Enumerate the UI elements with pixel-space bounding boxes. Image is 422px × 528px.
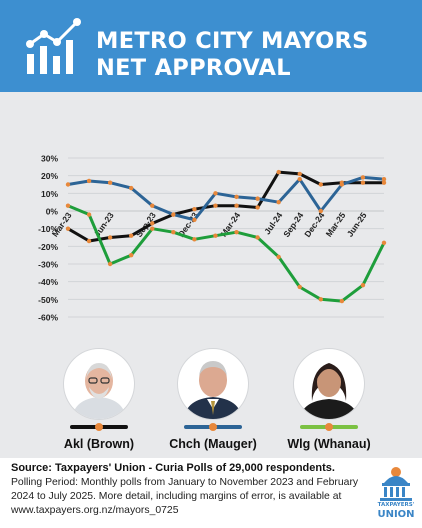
legend-label-mauger: Chch (Mauger) — [169, 437, 257, 451]
y-tick-label: -60% — [38, 313, 58, 323]
data-point — [234, 194, 239, 200]
title-line-2: NET APPROVAL — [96, 55, 291, 81]
logo-text-line2: UNION — [377, 509, 415, 520]
y-tick-label: 20% — [41, 171, 58, 181]
data-point — [192, 237, 197, 242]
data-point — [171, 230, 176, 235]
data-point — [318, 182, 323, 187]
net-approval-chart: 30% 20% 10% 0% -10% -20% -30% -40% -50% -60% Mar-2… — [38, 154, 387, 323]
data-point — [150, 226, 155, 231]
data-point — [255, 235, 260, 240]
data-point — [129, 233, 134, 238]
data-point — [129, 252, 134, 258]
x-tick-label: Jun-25 — [345, 210, 369, 238]
y-tick-label: 10% — [41, 189, 58, 199]
data-point — [381, 240, 387, 245]
data-point — [360, 180, 366, 185]
data-point — [150, 221, 155, 226]
data-point — [213, 191, 218, 196]
portrait-brown — [64, 349, 134, 419]
y-tick-label: 0% — [46, 207, 59, 217]
x-tick-label: Sep-24 — [281, 210, 305, 239]
data-point — [339, 182, 345, 187]
data-point — [213, 203, 218, 208]
footer: Source: Taxpayers' Union - Curia Polls o… — [0, 458, 422, 528]
data-point — [276, 199, 281, 205]
data-point — [297, 284, 302, 290]
data-point — [107, 180, 113, 185]
data-point — [339, 298, 345, 304]
data-point — [213, 233, 218, 238]
data-point — [192, 217, 197, 223]
y-tick-label: -10% — [38, 224, 58, 234]
data-point — [150, 203, 155, 208]
data-point — [381, 180, 387, 185]
series-line-1 — [66, 175, 386, 222]
y-tick-label: 30% — [41, 154, 58, 164]
data-point — [255, 205, 260, 210]
data-point — [234, 230, 239, 235]
methodology-text: Polling Period: Monthly polls from Janua… — [11, 477, 359, 516]
mayor-legend: Akl (Brown) Chch (Mauger) Wlg (Whanau) — [0, 345, 422, 455]
bar-chart-icon — [26, 18, 81, 74]
data-point — [171, 212, 176, 217]
data-point — [318, 297, 323, 302]
data-point — [297, 171, 302, 177]
data-point — [65, 226, 71, 231]
page-title: METRO CITY MAYORS NET APPROVAL — [96, 28, 369, 82]
legend-line-whanau — [300, 423, 358, 431]
data-point — [192, 207, 197, 212]
data-point — [65, 203, 71, 208]
data-point — [255, 196, 260, 201]
legend-marker — [209, 423, 217, 431]
data-point — [107, 261, 113, 267]
header-banner: METRO CITY MAYORS NET APPROVAL — [0, 0, 422, 92]
data-point — [86, 238, 92, 244]
y-tick-label: -20% — [38, 242, 58, 252]
x-tick-label: Dec-24 — [302, 210, 326, 239]
legend-label-whanau: Wlg (Whanau) — [287, 437, 371, 451]
series-line-0 — [66, 170, 386, 243]
data-point — [65, 182, 71, 187]
legend-marker — [325, 423, 333, 431]
data-point — [276, 169, 281, 175]
data-point — [129, 185, 134, 191]
data-point — [86, 178, 92, 184]
data-point — [234, 203, 239, 208]
x-tick-label: Jun-23 — [92, 210, 116, 238]
data-point — [360, 283, 366, 288]
x-tick-label: Mar-25 — [324, 210, 348, 238]
y-tick-label: -40% — [38, 277, 58, 287]
portrait-whanau — [294, 349, 364, 419]
portrait-mauger — [178, 349, 248, 419]
data-point — [360, 175, 366, 180]
legend-line-brown — [70, 423, 128, 431]
data-point — [318, 208, 323, 214]
y-tick-label: -50% — [38, 295, 58, 305]
data-point — [107, 235, 113, 240]
title-line-1: METRO CITY MAYORS — [96, 28, 369, 54]
data-point — [381, 177, 387, 182]
taxpayers-union-logo-icon — [380, 467, 412, 501]
legend-marker — [95, 423, 103, 431]
data-point — [297, 177, 302, 182]
data-point — [276, 254, 281, 260]
data-point — [86, 212, 92, 217]
legend-line-mauger — [184, 423, 242, 431]
series-line-2 — [66, 204, 386, 303]
y-tick-label: -30% — [38, 260, 58, 270]
legend-label-brown: Akl (Brown) — [63, 437, 135, 451]
source-text: Source: Taxpayers' Union - Curia Polls o… — [11, 462, 335, 474]
logo-text-line1: TAXPAYERS' — [377, 502, 415, 508]
